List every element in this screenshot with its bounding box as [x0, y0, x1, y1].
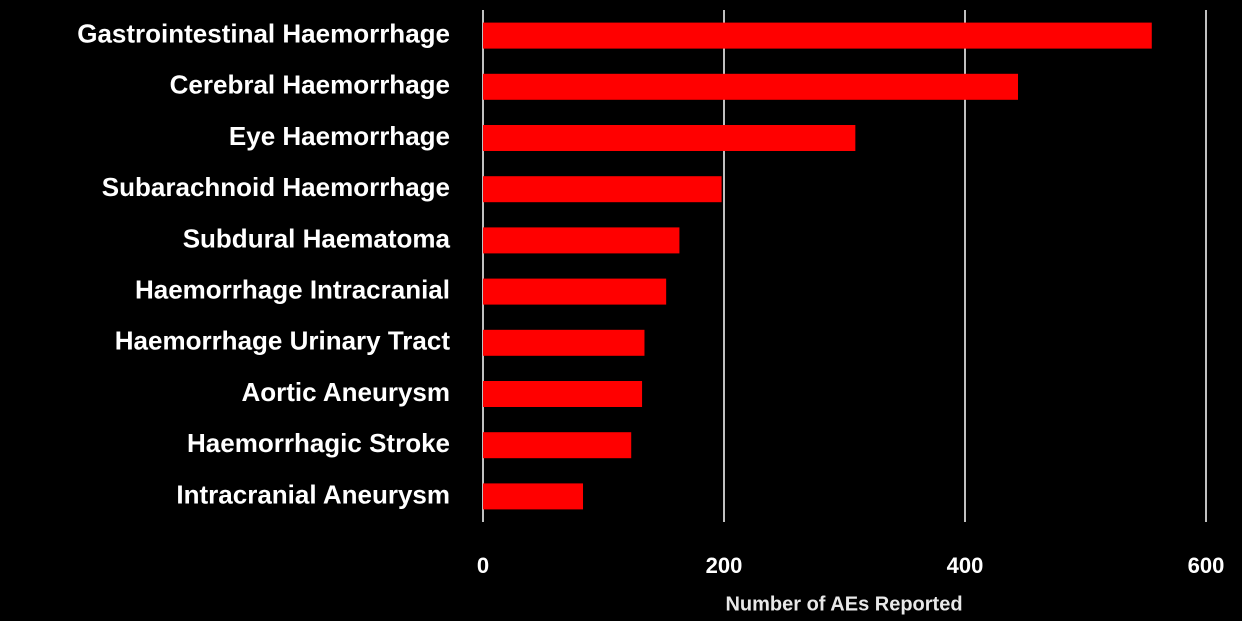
y-tick-label: Eye Haemorrhage	[229, 121, 450, 151]
y-tick-label: Intracranial Aneurysm	[176, 479, 450, 509]
y-tick-label: Subarachnoid Haemorrhage	[102, 172, 450, 202]
x-tick-label: 600	[1188, 553, 1225, 578]
bar	[483, 176, 722, 203]
y-tick-label: Subdural Haematoma	[183, 223, 451, 253]
bar	[483, 381, 643, 407]
bar	[483, 483, 584, 510]
y-tick-label: Gastrointestinal Haemorrhage	[77, 18, 450, 48]
x-axis-title: Number of AEs Reported	[725, 593, 962, 615]
bar	[483, 278, 667, 305]
bar	[483, 227, 680, 254]
bar	[483, 432, 632, 459]
x-tick-label: 0	[477, 553, 489, 578]
y-tick-label: Haemorrhage Urinary Tract	[115, 326, 451, 356]
y-tick-label: Aortic Aneurysm	[241, 377, 450, 407]
bar	[483, 329, 645, 356]
y-tick-label: Haemorrhagic Stroke	[187, 428, 450, 458]
x-tick-label: 400	[947, 553, 984, 578]
bar	[483, 73, 1019, 100]
y-tick-label: Cerebral Haemorrhage	[170, 70, 450, 100]
bar	[483, 125, 856, 151]
bar	[483, 22, 1152, 49]
x-tick-label: 200	[706, 553, 743, 578]
y-tick-label: Haemorrhage Intracranial	[135, 274, 450, 304]
